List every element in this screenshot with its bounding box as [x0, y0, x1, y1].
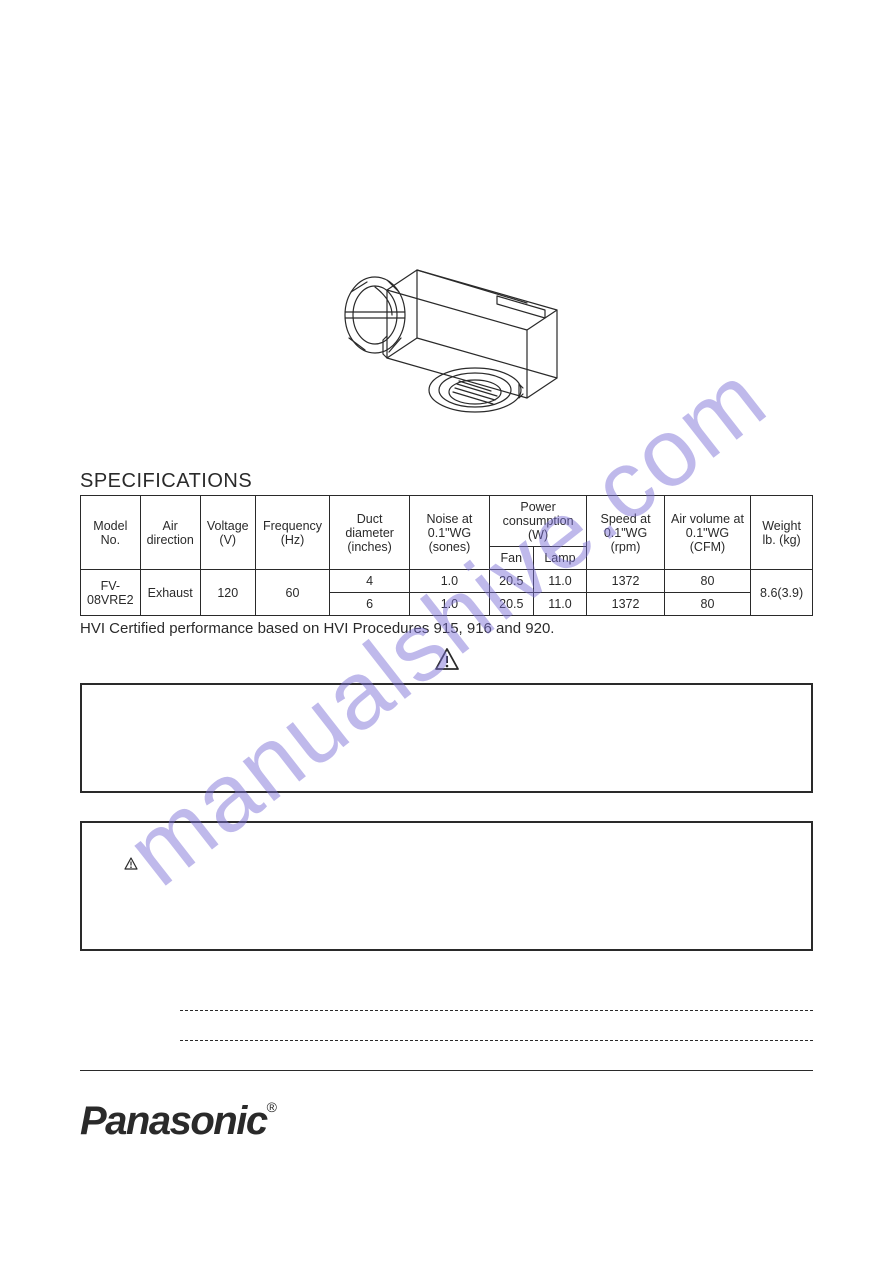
table-header-row-1: Model No. Air direction Voltage (V) Freq… [81, 496, 813, 547]
cell-lamp-1: 11.0 [533, 570, 587, 593]
cell-noise-2: 1.0 [410, 593, 490, 616]
col-air-direction: Air direction [140, 496, 200, 570]
col-frequency: Frequency (Hz) [255, 496, 330, 570]
cell-voltage: 120 [200, 570, 255, 616]
warning-box-2 [80, 821, 813, 951]
brand-name: Panasonic [80, 1099, 267, 1143]
cell-fan-2: 20.5 [489, 593, 533, 616]
warning-box-1 [80, 683, 813, 793]
cell-airvol-2: 80 [664, 593, 750, 616]
product-illustration [297, 240, 597, 450]
col-weight: Weight lb. (kg) [751, 496, 813, 570]
cell-airvol-1: 80 [664, 570, 750, 593]
col-power-fan: Fan [489, 547, 533, 570]
registered-mark: ® [267, 1099, 277, 1115]
col-noise: Noise at 0.1"WG (sones) [410, 496, 490, 570]
cell-speed-1: 1372 [587, 570, 665, 593]
table-row: FV-08VRE2 Exhaust 120 60 4 1.0 20.5 11.0… [81, 570, 813, 593]
col-air-volume: Air volume at 0.1"WG (CFM) [664, 496, 750, 570]
specifications-table: Model No. Air direction Voltage (V) Freq… [80, 495, 813, 616]
cell-lamp-2: 11.0 [533, 593, 587, 616]
cell-weight: 8.6(3.9) [751, 570, 813, 616]
warning-icon-row [80, 647, 813, 671]
col-model-no: Model No. [81, 496, 141, 570]
cell-noise-1: 1.0 [410, 570, 490, 593]
col-speed: Speed at 0.1"WG (rpm) [587, 496, 665, 570]
contents-dashed-line-1 [180, 987, 813, 1011]
cell-model-no: FV-08VRE2 [81, 570, 141, 616]
cell-frequency: 60 [255, 570, 330, 616]
col-duct-diameter: Duct diameter (inches) [330, 496, 410, 570]
col-power-consumption: Power consumption (W) [489, 496, 586, 547]
cell-air-direction: Exhaust [140, 570, 200, 616]
cell-duct-1: 4 [330, 570, 410, 593]
hvi-certification-note: HVI Certified performance based on HVI P… [80, 620, 813, 637]
cell-fan-1: 20.5 [489, 570, 533, 593]
contents-solid-line [80, 1047, 813, 1071]
contents-dashed-line-2 [180, 1017, 813, 1041]
warning-icon-small [124, 857, 138, 870]
col-power-lamp: Lamp [533, 547, 587, 570]
cell-duct-2: 6 [330, 593, 410, 616]
contents-lines [80, 987, 813, 1071]
brand-logo: Panasonic® [80, 1099, 813, 1144]
col-voltage: Voltage (V) [200, 496, 255, 570]
warning-icon [434, 647, 460, 671]
specifications-heading: SPECIFICATIONS [80, 470, 813, 493]
cell-speed-2: 1372 [587, 593, 665, 616]
